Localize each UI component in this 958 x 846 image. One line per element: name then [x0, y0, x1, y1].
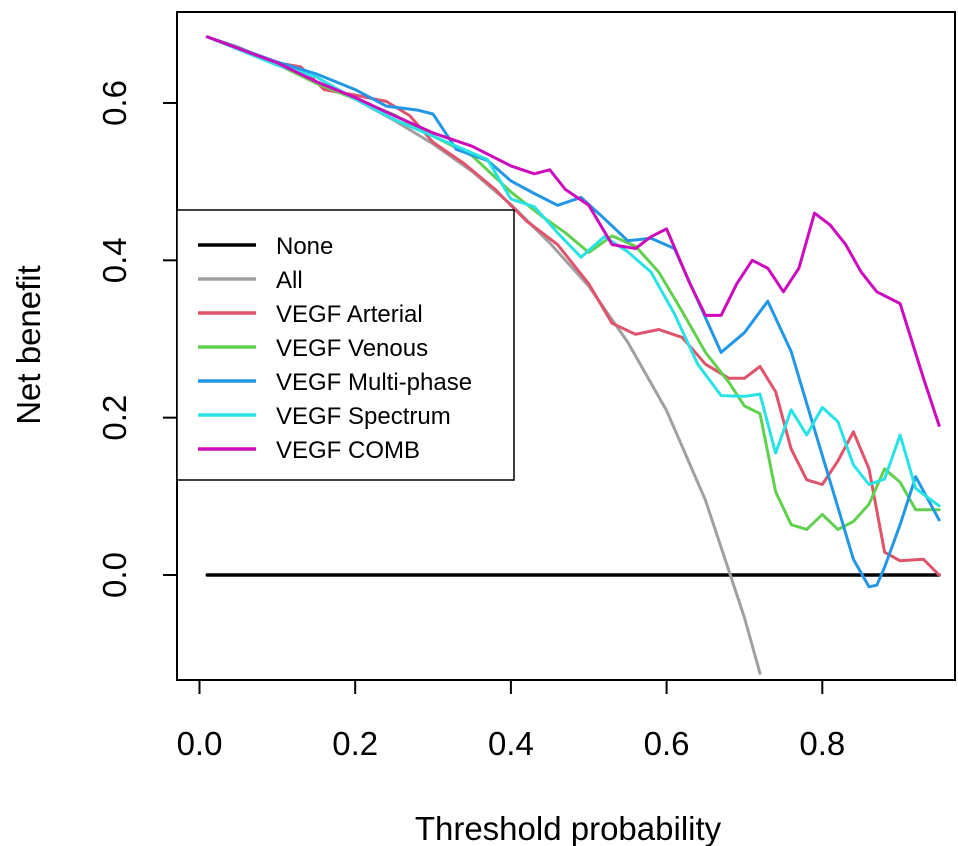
series-line-2 — [205, 35, 941, 577]
series-line-6 — [205, 35, 941, 427]
y-tick-label: 0.0 — [96, 552, 133, 598]
x-tick-label: 0.0 — [177, 725, 223, 762]
x-tick-label: 0.2 — [332, 725, 378, 762]
legend-label: VEGF Spectrum — [276, 403, 451, 430]
x-tick-label: 0.4 — [488, 725, 534, 762]
legend-label: VEGF Arterial — [276, 301, 423, 328]
x-axis-label: Threshold probability — [415, 810, 722, 846]
y-axis-label: Net benefit — [10, 265, 47, 425]
y-tick-label: 0.6 — [96, 80, 133, 126]
y-tick-label: 0.2 — [96, 395, 133, 441]
legend-label: All — [276, 267, 303, 294]
y-tick-label: 0.4 — [96, 237, 133, 283]
series-layer — [205, 35, 941, 675]
legend-label: VEGF Multi-phase — [276, 369, 472, 396]
legend-box — [176, 209, 515, 481]
x-tick-label: 0.6 — [644, 725, 690, 762]
legend-label: VEGF Venous — [276, 335, 428, 362]
x-tick-label: 0.8 — [799, 725, 845, 762]
legend-label: VEGF COMB — [276, 437, 420, 464]
x-axis: 0.0 0.2 0.4 0.6 0.8 — [177, 679, 845, 762]
legend: None All VEGF Arterial VEGF Venous VEGF Mult… — [176, 209, 515, 481]
legend-label: None — [276, 233, 333, 260]
y-axis: 0.0 0.2 0.4 0.6 — [96, 80, 178, 598]
series-line-5 — [205, 35, 941, 508]
